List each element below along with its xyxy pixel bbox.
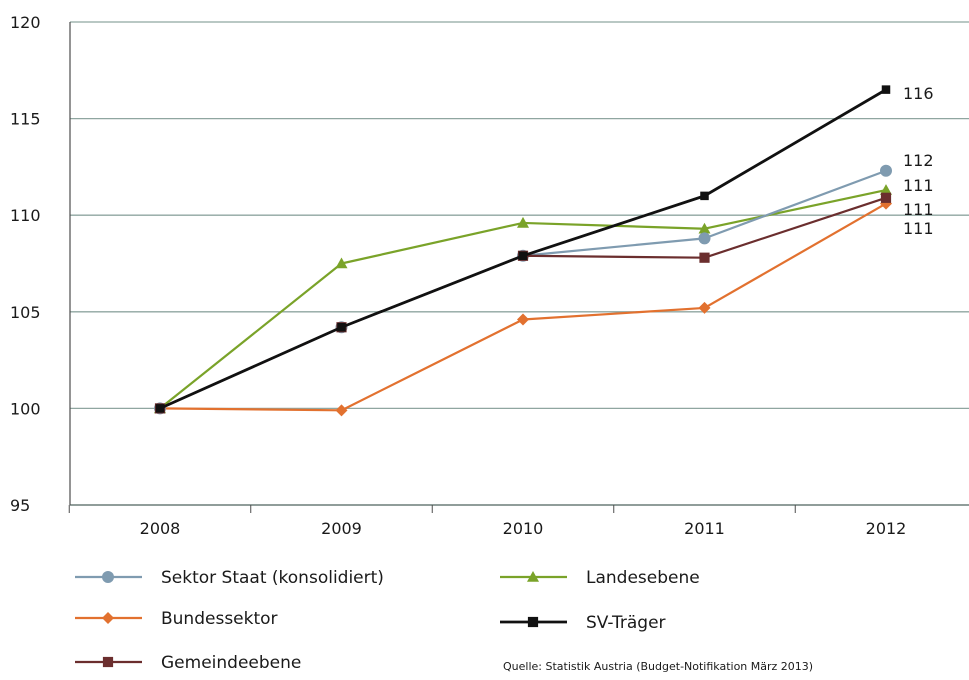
- end-value-label: 111: [903, 200, 934, 219]
- end-value-label: 111: [903, 176, 934, 195]
- series-path: [159, 196, 887, 410]
- legend-label: Landesebene: [586, 568, 700, 588]
- data-point: [518, 251, 528, 261]
- y-tick-label: 105: [10, 303, 41, 322]
- data-point: [517, 216, 529, 228]
- legend-label: Bundessektor: [161, 609, 278, 629]
- series-line: [154, 184, 892, 414]
- x-tick-label: 2010: [503, 519, 544, 538]
- data-point: [698, 301, 711, 314]
- legend-entry: Gemeindeebene: [75, 653, 301, 673]
- data-point: [335, 404, 348, 417]
- data-point: [102, 656, 114, 668]
- data-point: [527, 571, 539, 582]
- data-point: [335, 257, 348, 269]
- data-point: [698, 222, 711, 234]
- legend-entry: Sektor Staat (konsolidiert): [75, 568, 384, 588]
- series-path: [159, 88, 887, 410]
- y-tick-label: 110: [10, 206, 41, 225]
- legend-label: Gemeindeebene: [161, 653, 301, 673]
- legend-label: SV-Träger: [586, 613, 666, 633]
- grid-layer: [70, 21, 969, 506]
- x-tick-label: 2011: [684, 519, 725, 538]
- data-point: [517, 313, 529, 326]
- x-tick-label: 2012: [866, 519, 907, 538]
- data-point: [880, 164, 892, 177]
- end-value-label: 111: [903, 219, 934, 238]
- series-line: [154, 164, 892, 415]
- series-line: [154, 197, 892, 417]
- legend-entry: Bundessektor: [75, 609, 278, 629]
- series-layer: [154, 85, 892, 417]
- legend: Sektor Staat (konsolidiert) Landesebene Bu…: [75, 568, 700, 673]
- data-point: [880, 184, 892, 195]
- x-tick-label: 2009: [321, 519, 362, 538]
- data-point: [527, 616, 539, 628]
- data-point: [155, 404, 165, 413]
- y-tick-label: 115: [10, 110, 41, 129]
- axis-layer: 95 100 105 110 115 120 2008 2009 2010 2011 2012: [10, 13, 906, 538]
- end-value-label: 112: [903, 151, 934, 170]
- x-tick-label: 2008: [140, 519, 181, 538]
- series-line: [155, 85, 891, 413]
- legend-label: Sektor Staat (konsolidiert): [161, 568, 384, 588]
- legend-entry: SV-Träger: [500, 613, 666, 633]
- y-tick-label: 100: [10, 399, 41, 418]
- data-point: [699, 252, 710, 263]
- data-point: [880, 192, 892, 203]
- source-note: Quelle: Statistik Austria (Budget-Notifi…: [503, 660, 813, 673]
- y-tick-label: 120: [10, 13, 41, 32]
- series-path: [159, 169, 887, 410]
- data-point: [102, 612, 114, 624]
- legend-entry: Landesebene: [500, 568, 700, 588]
- end-value-label: 116: [903, 84, 934, 103]
- data-point: [700, 191, 709, 201]
- data-point: [337, 323, 346, 332]
- data-point: [698, 232, 711, 245]
- data-point: [881, 85, 891, 94]
- y-tick-label: 95: [10, 496, 30, 515]
- data-point: [102, 571, 114, 583]
